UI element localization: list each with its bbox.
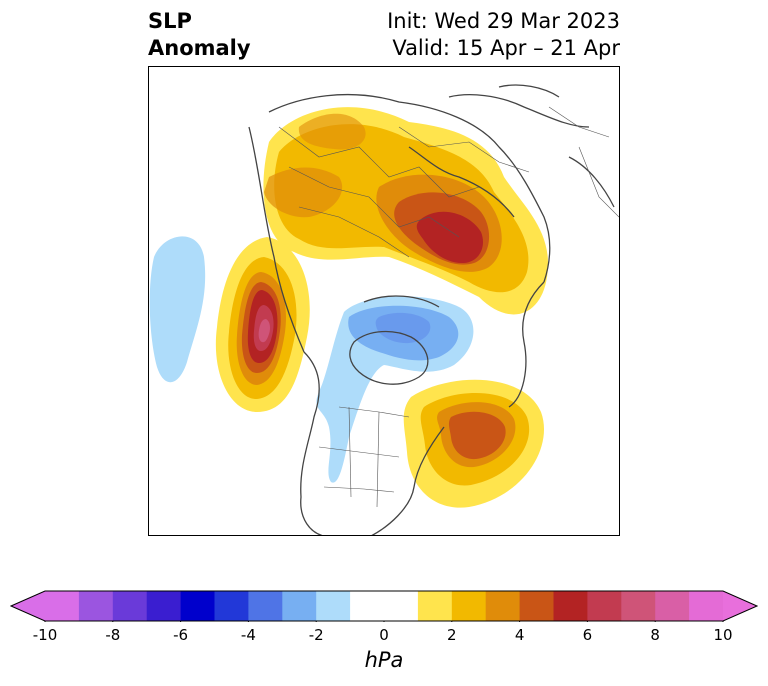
map-dates: Init: Wed 29 Mar 2023 Valid: 15 Apr – 21… xyxy=(387,8,620,62)
colorbar-extend-low xyxy=(11,591,45,621)
anomaly-pacific-positive xyxy=(215,237,310,412)
colorbar-tick-label: 4 xyxy=(514,626,525,644)
colorbar-segment xyxy=(146,591,182,621)
colorbar-segment xyxy=(282,591,317,621)
coastlines xyxy=(248,84,615,535)
title-type: Anomaly xyxy=(148,36,251,60)
colorbar-tick-label: -4 xyxy=(240,626,256,644)
colorbar-tick-label: 0 xyxy=(379,626,389,644)
colorbar-segment xyxy=(112,591,148,621)
anomaly-arctic-negative xyxy=(149,236,474,483)
colorbar-segment xyxy=(316,591,351,621)
colorbar-segment xyxy=(180,591,215,621)
colorbar-segment xyxy=(553,591,588,621)
colorbar-segment xyxy=(485,591,521,621)
title-variable: SLP xyxy=(148,9,192,33)
colorbar-segment xyxy=(350,591,419,621)
map-canvas xyxy=(149,67,619,535)
colorbar-segment xyxy=(451,591,487,621)
colorbar-extend-high xyxy=(723,591,757,621)
anomaly-eurasia-positive xyxy=(263,107,549,315)
colorbar xyxy=(10,590,758,622)
colorbar-tick-label: -8 xyxy=(105,626,121,644)
colorbar-segment xyxy=(621,591,656,621)
colorbar-segment xyxy=(655,591,690,621)
colorbar-tick-label: -6 xyxy=(173,626,189,644)
init-date: Init: Wed 29 Mar 2023 xyxy=(387,9,620,33)
map-title: SLP Anomaly xyxy=(148,8,251,62)
country-borders xyxy=(278,106,619,508)
colorbar-tick-label: 8 xyxy=(650,626,660,644)
colorbar-tick-label: -10 xyxy=(32,626,58,644)
colorbar-tick-label: -2 xyxy=(308,626,324,644)
colorbar-segment xyxy=(689,591,724,621)
colorbar-tick-label: 10 xyxy=(713,626,733,644)
colorbar-segment xyxy=(587,591,622,621)
colorbar-unit-label: hPa xyxy=(364,648,404,672)
colorbar-segment xyxy=(417,591,453,621)
anomaly-map[interactable] xyxy=(148,66,620,536)
colorbar-tick-label: 6 xyxy=(582,626,593,644)
colorbar-segment xyxy=(519,591,554,621)
colorbar-segment xyxy=(248,591,283,621)
colorbar-segment xyxy=(214,591,249,621)
colorbar-tick-label: 2 xyxy=(447,626,457,644)
anomaly-atlantic-positive xyxy=(403,379,545,508)
valid-range: Valid: 15 Apr – 21 Apr xyxy=(392,36,620,60)
colorbar-segment xyxy=(78,591,114,621)
colorbar-segment xyxy=(45,591,80,621)
